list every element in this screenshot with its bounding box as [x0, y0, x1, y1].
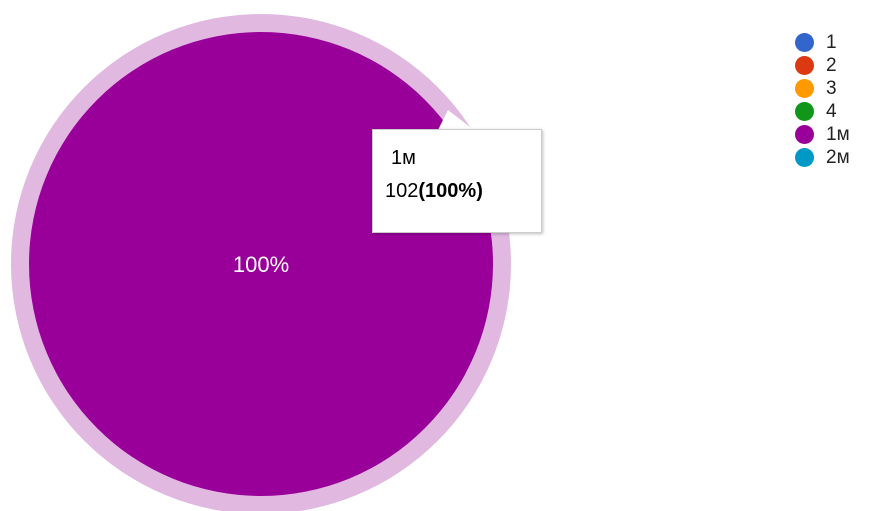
legend-swatch [795, 79, 814, 98]
legend-label: 3 [826, 78, 837, 99]
legend-label: 1 [826, 32, 837, 53]
legend-swatch [795, 148, 814, 167]
legend-label: 2м [826, 147, 850, 168]
tooltip-percent: (100%) [418, 180, 483, 202]
slice-labels-group: 100% [233, 252, 289, 277]
legend-swatch [795, 33, 814, 52]
legend-label: 2 [826, 55, 837, 76]
legend-swatch [795, 102, 814, 121]
slice-label: 100% [233, 252, 289, 277]
tooltip-value-line: 102(100%) [385, 176, 541, 206]
tooltip-pointer [438, 110, 474, 130]
legend-swatch [795, 56, 814, 75]
tooltip-series-name: 1м [391, 147, 416, 169]
tooltip-value: 102 [385, 180, 419, 202]
legend-item-4[interactable]: 4 [795, 100, 875, 123]
legend-item-1[interactable]: 1 [795, 31, 875, 54]
legend-label: 1м [826, 124, 850, 145]
legend-item-3[interactable]: 3 [795, 77, 875, 100]
legend-swatch [795, 125, 814, 144]
legend-label: 4 [826, 101, 837, 122]
legend: 1 2 3 4 1м 2м [795, 31, 875, 169]
tooltip: 1м 102(100%) [372, 129, 542, 233]
legend-item-2м[interactable]: 2м [795, 146, 875, 169]
legend-item-1м[interactable]: 1м [795, 123, 875, 146]
legend-item-2[interactable]: 2 [795, 54, 875, 77]
